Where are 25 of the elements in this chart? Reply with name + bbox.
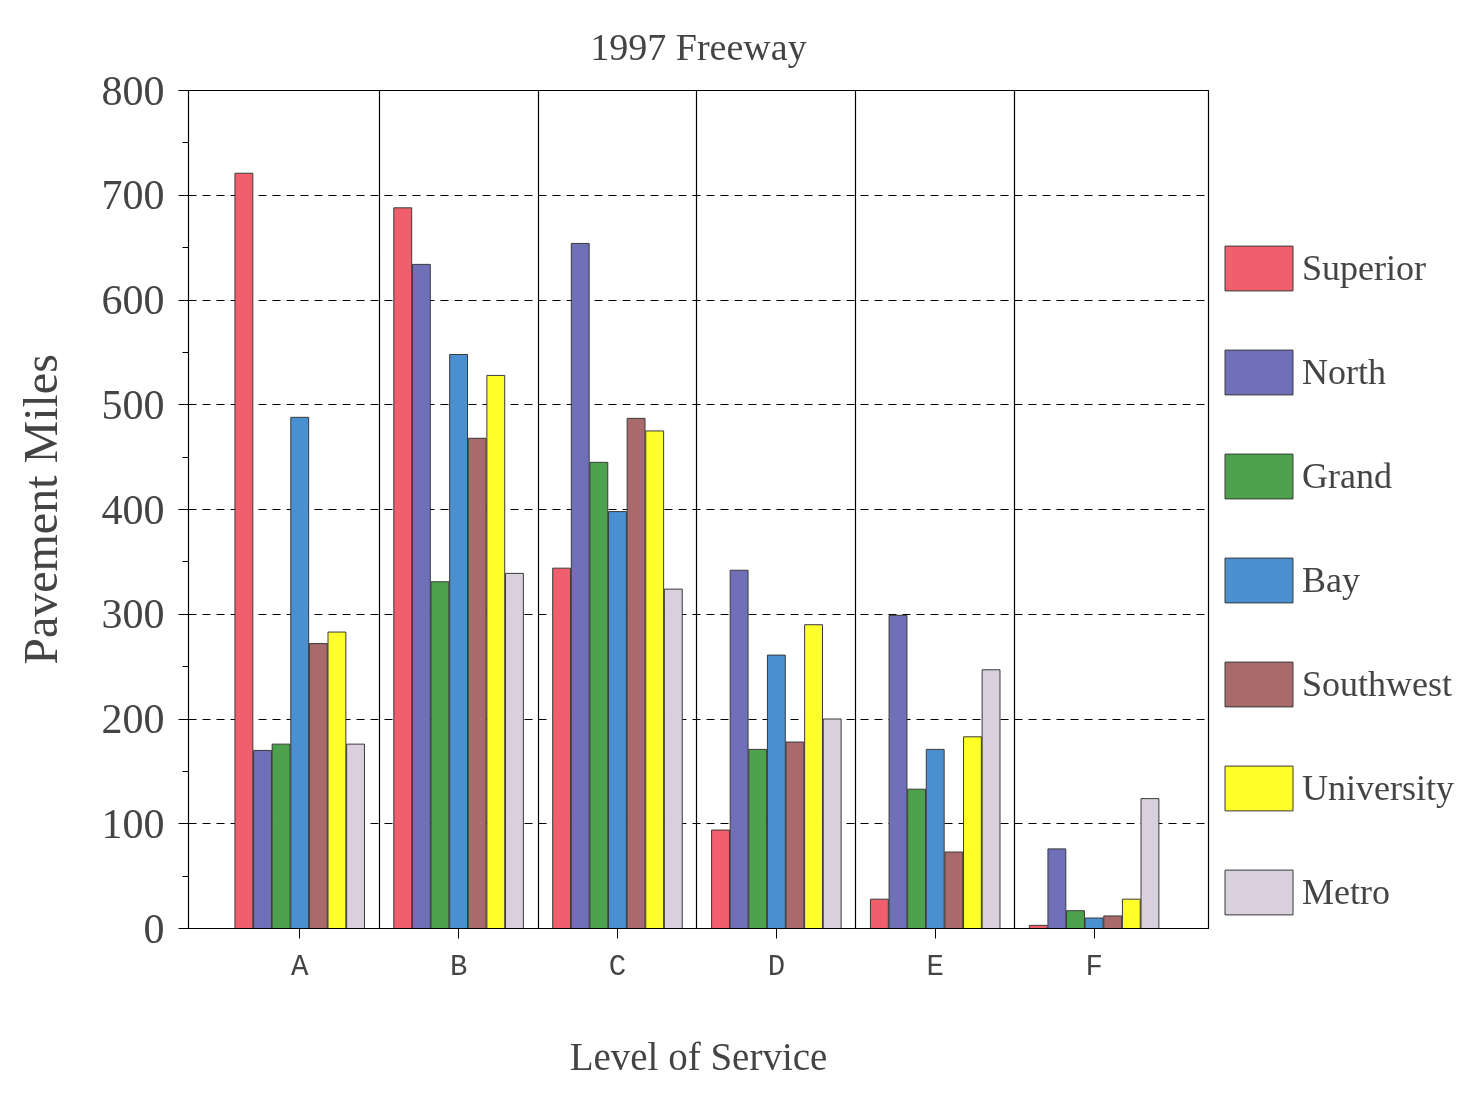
chart-title: 1997 Freeway bbox=[590, 25, 807, 68]
legend-label: University bbox=[1302, 767, 1454, 810]
x-tick-label: C bbox=[608, 950, 627, 984]
y-tick-label: 800 bbox=[101, 67, 165, 114]
y-tick-label: 600 bbox=[101, 277, 165, 323]
y-tick-label: 700 bbox=[101, 172, 165, 219]
x-tick-label: A bbox=[291, 950, 310, 984]
legend-label: North bbox=[1302, 351, 1386, 394]
legend-label: Bay bbox=[1302, 559, 1360, 602]
y-tick-label: 100 bbox=[101, 800, 165, 847]
legend-label: Metro bbox=[1302, 871, 1390, 914]
y-axis-title: Pavement Miles bbox=[13, 354, 67, 665]
x-axis-title: Level of Service bbox=[569, 1034, 828, 1078]
y-tick-label: 400 bbox=[101, 486, 165, 533]
y-tick-label: 300 bbox=[101, 591, 165, 638]
x-tick-label: D bbox=[767, 950, 786, 984]
x-tick-label: F bbox=[1085, 950, 1103, 984]
y-tick-label: 200 bbox=[101, 696, 165, 742]
x-tick-label: E bbox=[926, 950, 944, 984]
legend-label: Southwest bbox=[1302, 663, 1453, 706]
legend-label: Superior bbox=[1302, 247, 1426, 290]
y-tick-label: 0 bbox=[143, 905, 165, 952]
x-tick-label: B bbox=[449, 950, 468, 984]
legend-label: Grand bbox=[1302, 455, 1392, 498]
y-tick-label: 500 bbox=[101, 381, 165, 428]
